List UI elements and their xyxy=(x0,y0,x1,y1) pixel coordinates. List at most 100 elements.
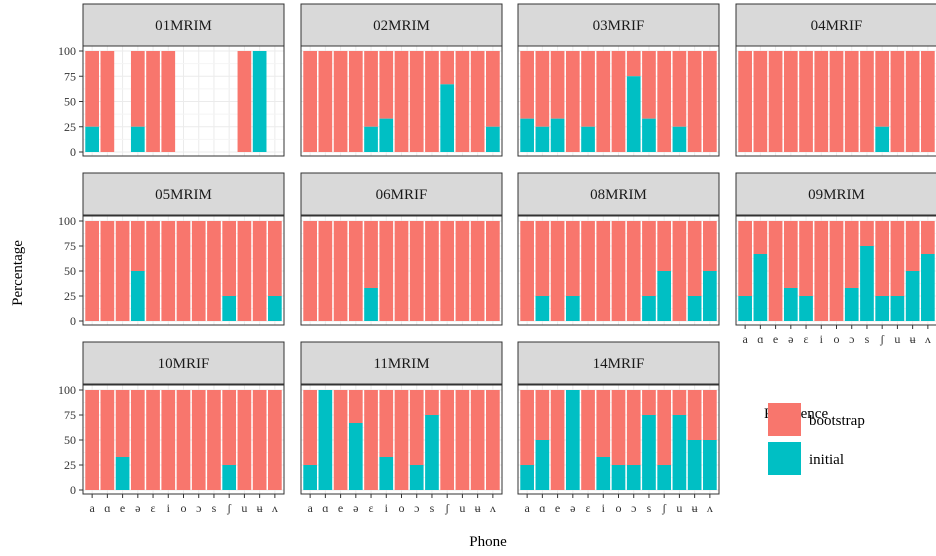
bar-bootstrap-05MRIM-1 xyxy=(100,221,115,321)
bar-bootstrap-08MRIM-2 xyxy=(550,221,565,321)
bar-initial-08MRIM-1 xyxy=(535,296,550,321)
bar-initial-08MRIM-11 xyxy=(687,296,702,321)
y-tick-label: 0 xyxy=(70,145,76,159)
bar-bootstrap-02MRIM-1 xyxy=(318,51,333,152)
bar-initial-03MRIF-0 xyxy=(520,118,534,152)
bar-bootstrap-05MRIM-9 xyxy=(222,221,237,296)
panel-06MRIF: 06MRIF xyxy=(300,172,503,326)
bar-bootstrap-10MRIF-7 xyxy=(191,390,206,490)
x-tick-label: ɔ xyxy=(414,501,419,515)
y-tick-label: 75 xyxy=(64,69,76,83)
x-tick-label: s xyxy=(212,501,217,515)
bar-bootstrap-08MRIM-5 xyxy=(596,221,611,321)
bar-bootstrap-02MRIM-10 xyxy=(455,51,470,152)
panel-10MRIF: 10MRIF 0 25 50 75 100 a ɑ e ə ɛ i o ɔ s ʃ u ʉ ʌ xyxy=(58,341,285,515)
strip-09MRIM xyxy=(735,172,936,216)
x-tick-label: ʌ xyxy=(925,332,931,346)
bar-bootstrap-03MRIF-3 xyxy=(565,51,580,152)
bar-initial-01MRIM-0 xyxy=(85,126,99,152)
strip-label-11MRIM: 11MRIM xyxy=(373,356,429,372)
strip-label-09MRIM: 09MRIM xyxy=(808,187,865,203)
bar-bootstrap-06MRIF-4 xyxy=(364,221,378,288)
bar-bootstrap-03MRIF-8 xyxy=(642,51,656,119)
strip-label-06MRIF: 06MRIF xyxy=(376,187,428,203)
bar-initial-01MRIM-11 xyxy=(252,51,267,152)
bar-bootstrap-04MRIF-7 xyxy=(844,51,859,152)
panel-14MRIF: 14MRIF a ɑ e ə ɛ i o ɔ s ʃ u ʉ ʌ xyxy=(517,341,720,515)
x-tick-label: u xyxy=(894,332,900,346)
bar-initial-11MRIM-5 xyxy=(379,457,394,490)
y-tick-label: 50 xyxy=(64,95,76,109)
bar-bootstrap-05MRIM-12 xyxy=(268,221,282,296)
strip-05MRIM xyxy=(82,172,285,216)
bar-bootstrap-03MRIF-2 xyxy=(550,51,565,119)
x-tick-label: u xyxy=(459,501,465,515)
x-tick-label: i xyxy=(602,501,606,515)
y-tick-label: 100 xyxy=(58,44,76,58)
x-tick-label: o xyxy=(399,501,405,515)
bar-initial-09MRIM-3 xyxy=(783,288,798,321)
bar-initial-09MRIM-1 xyxy=(753,254,768,321)
bar-bootstrap-14MRIF-10 xyxy=(672,390,687,415)
bar-bootstrap-03MRIF-9 xyxy=(657,51,672,152)
bar-initial-02MRIM-9 xyxy=(440,84,455,152)
bar-initial-14MRIF-0 xyxy=(520,465,534,490)
x-tick-label: a xyxy=(307,501,313,515)
bar-bootstrap-04MRIF-9 xyxy=(875,51,890,127)
x-tick-label: ə xyxy=(135,501,140,515)
bar-initial-09MRIM-9 xyxy=(875,296,890,321)
bar-bootstrap-06MRIF-0 xyxy=(303,221,317,321)
bar-bootstrap-08MRIM-8 xyxy=(642,221,656,296)
bar-bootstrap-04MRIF-11 xyxy=(905,51,920,152)
bar-initial-11MRIM-1 xyxy=(318,390,333,490)
bar-bootstrap-08MRIM-12 xyxy=(703,221,717,271)
y-tick-label: 75 xyxy=(64,239,76,253)
strip-11MRIM xyxy=(300,341,503,385)
x-axis-title: Phone xyxy=(469,534,507,550)
bar-bootstrap-06MRIF-9 xyxy=(440,221,455,321)
bar-initial-05MRIM-12 xyxy=(268,296,282,321)
x-tick-label: ʉ xyxy=(910,332,916,346)
bar-bootstrap-10MRIF-11 xyxy=(252,390,267,490)
x-tick-label: s xyxy=(865,332,870,346)
bar-bootstrap-05MRIM-10 xyxy=(237,221,252,321)
x-tick-label: ɛ xyxy=(369,501,374,515)
bar-bootstrap-11MRIM-2 xyxy=(333,390,348,490)
bar-bootstrap-06MRIF-12 xyxy=(486,221,500,321)
bar-initial-06MRIF-4 xyxy=(364,288,378,321)
panel-05MRIM: 05MRIM 0 25 50 75 100 xyxy=(58,172,285,328)
x-tick-label: ɑ xyxy=(104,501,110,515)
bar-bootstrap-04MRIF-4 xyxy=(799,51,813,152)
strip-01MRIM xyxy=(82,3,285,47)
bar-bootstrap-09MRIM-11 xyxy=(905,221,920,271)
bar-initial-03MRIF-2 xyxy=(550,118,565,152)
bar-bootstrap-05MRIM-7 xyxy=(191,221,206,321)
y-tick-label: 75 xyxy=(64,408,76,422)
bar-bootstrap-03MRIF-0 xyxy=(520,51,534,119)
x-tick-label: ɔ xyxy=(849,332,854,346)
bar-bootstrap-09MRIM-2 xyxy=(768,221,783,321)
bar-bootstrap-06MRIF-1 xyxy=(318,221,333,321)
bar-bootstrap-02MRIM-8 xyxy=(425,51,439,152)
bar-bootstrap-02MRIM-5 xyxy=(379,51,394,119)
strip-label-10MRIF: 10MRIF xyxy=(158,356,210,372)
bar-initial-09MRIM-0 xyxy=(738,296,752,321)
panel-border-03MRIF xyxy=(517,45,720,157)
bar-bootstrap-10MRIF-2 xyxy=(115,390,130,457)
bar-bootstrap-14MRIF-2 xyxy=(550,390,565,490)
bar-initial-14MRIF-10 xyxy=(672,415,687,490)
x-tick-label: i xyxy=(385,501,389,515)
bar-bootstrap-04MRIF-8 xyxy=(860,51,874,152)
y-tick-label: 25 xyxy=(64,458,76,472)
bar-bootstrap-09MRIM-10 xyxy=(890,221,905,296)
panel-border-04MRIF xyxy=(735,45,936,157)
x-tick-label: a xyxy=(524,501,530,515)
bar-initial-05MRIM-9 xyxy=(222,296,237,321)
bar-bootstrap-14MRIF-0 xyxy=(520,390,534,465)
bar-bootstrap-14MRIF-1 xyxy=(535,390,550,440)
bar-bootstrap-10MRIF-0 xyxy=(85,390,99,490)
bar-initial-14MRIF-1 xyxy=(535,440,550,490)
legend: Preference bootstrap initial xyxy=(764,403,865,475)
x-tick-label: ɔ xyxy=(196,501,201,515)
bar-bootstrap-10MRIF-3 xyxy=(130,390,145,490)
